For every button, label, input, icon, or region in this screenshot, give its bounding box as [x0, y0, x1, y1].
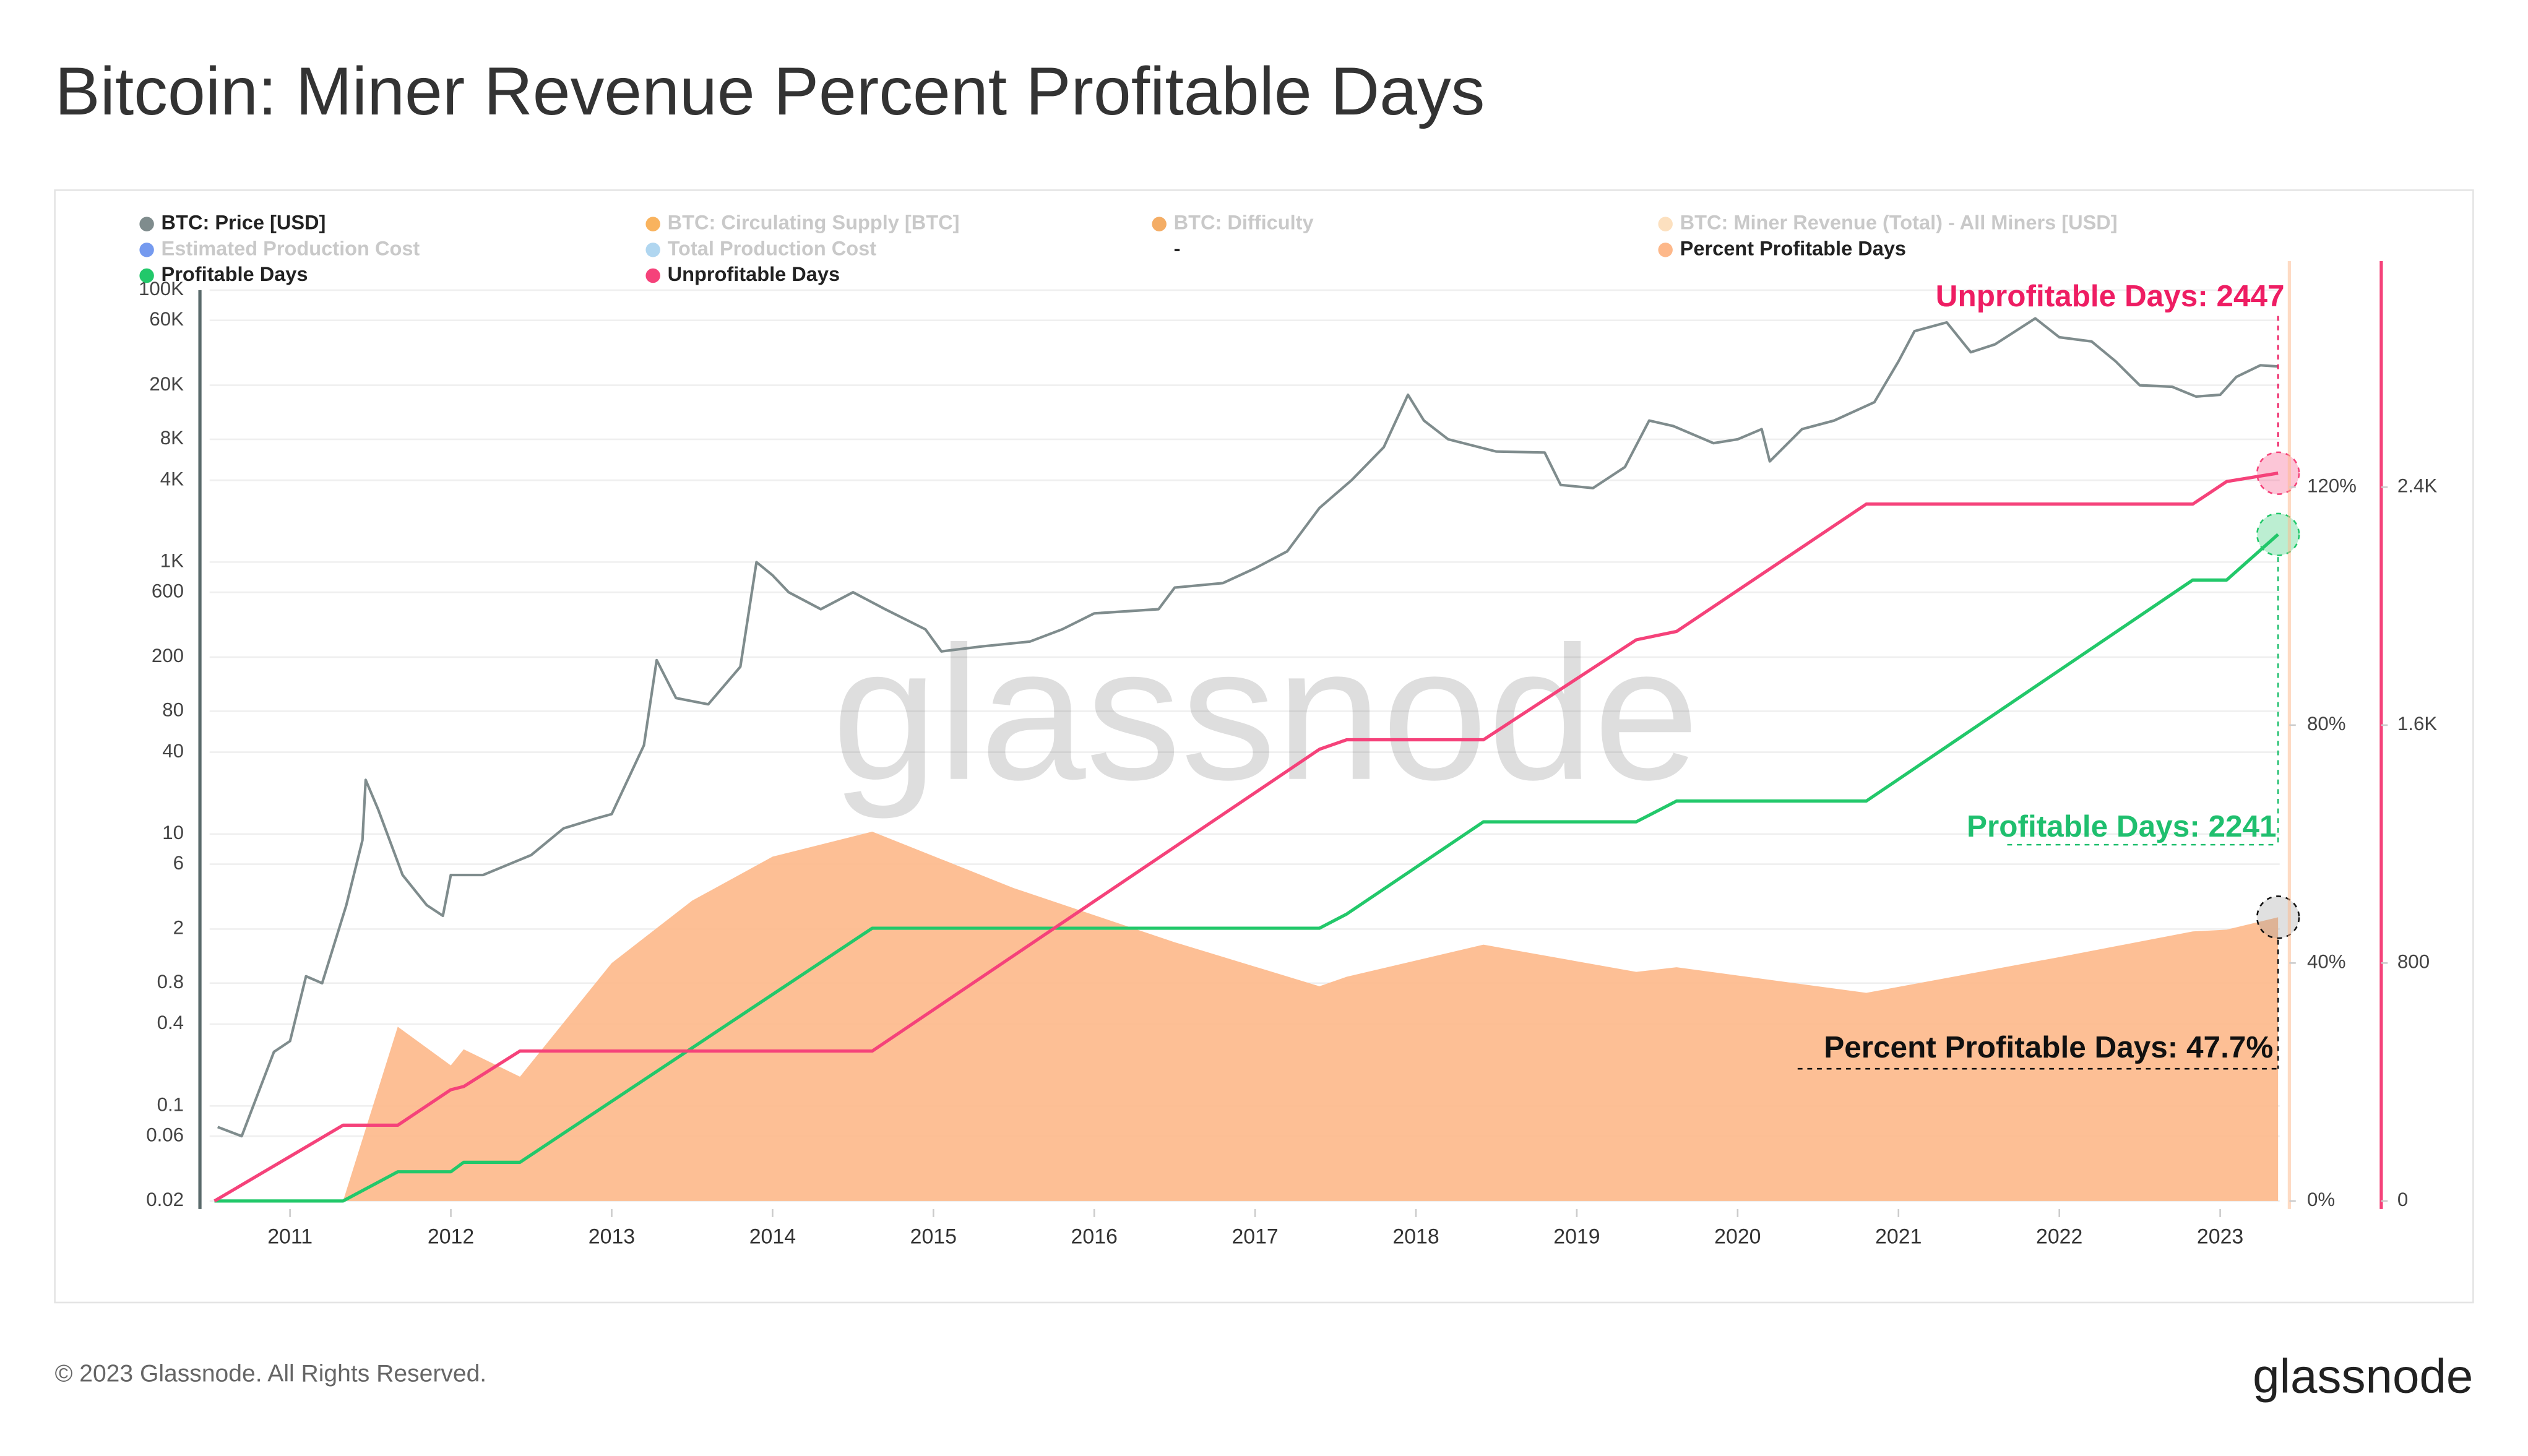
y3-tick-label: 1.6K — [2397, 713, 2437, 734]
y-tick-label: 2 — [173, 917, 184, 939]
y-tick-label: 200 — [152, 645, 184, 666]
x-tick-label: 2018 — [1392, 1225, 1439, 1249]
y-tick-label: 40 — [162, 740, 184, 762]
x-tick-label: 2020 — [1714, 1225, 1761, 1249]
annotation: Unprofitable Days: 2447 — [1936, 279, 2285, 313]
x-tick-label: 2012 — [428, 1225, 474, 1249]
x-tick-label: 2023 — [2197, 1225, 2243, 1249]
x-tick-label: 2011 — [267, 1225, 313, 1249]
legend-label: Estimated Production Cost — [162, 237, 420, 259]
y-tick-label: 1K — [160, 550, 184, 572]
legend-marker — [645, 217, 660, 231]
legend-marker — [139, 268, 154, 283]
chart-title: Bitcoin: Miner Revenue Percent Profitabl… — [55, 54, 1485, 129]
x-tick-label: 2019 — [1553, 1225, 1600, 1249]
logo: glassnode — [2253, 1349, 2473, 1403]
annotation: Percent Profitable Days: 47.7% — [1824, 1030, 2273, 1064]
x-tick-label: 2017 — [1232, 1225, 1278, 1249]
annotation: Profitable Days: 2241 — [1967, 809, 2277, 843]
line — [214, 533, 2279, 1203]
area — [343, 832, 2279, 1201]
y-tick-label: 6 — [173, 852, 184, 874]
y-tick-label: 10 — [162, 822, 184, 843]
x-tick-label: 2021 — [1875, 1225, 1922, 1249]
y3-tick-label: 800 — [2397, 951, 2430, 973]
legend-marker — [1658, 243, 1673, 257]
legend-marker — [139, 217, 154, 231]
legend-marker — [1658, 217, 1673, 231]
legend-label: BTC: Miner Revenue (Total) - All Miners … — [1680, 212, 2118, 234]
y3-tick-label: 2.4K — [2397, 475, 2437, 497]
end-marker — [2256, 895, 2300, 939]
y3-tick-label: 0 — [2397, 1189, 2408, 1210]
y-tick-label: 8K — [160, 427, 184, 449]
legend-label: - — [1174, 237, 1181, 259]
legend-marker — [1152, 217, 1167, 231]
y-tick-label: 0.1 — [157, 1094, 184, 1116]
legend-label: Unprofitable Days — [668, 263, 840, 285]
y-tick-label: 4K — [160, 468, 184, 489]
x-tick-label: 2014 — [749, 1225, 796, 1249]
y2-tick-label: 0% — [2307, 1189, 2335, 1210]
legend-label: BTC: Circulating Supply [BTC] — [668, 212, 960, 234]
legend-label: BTC: Price [USD] — [162, 212, 326, 234]
y-tick-label: 0.06 — [146, 1124, 184, 1145]
y-tick-label: 600 — [152, 580, 184, 601]
y-tick-label: 20K — [149, 373, 184, 395]
y2-tick-label: 80% — [2307, 713, 2346, 734]
y-tick-label: 0.02 — [146, 1189, 184, 1210]
y2-tick-label: 40% — [2307, 951, 2346, 973]
legend-marker — [645, 268, 660, 283]
copyright: © 2023 Glassnode. All Rights Reserved. — [55, 1361, 487, 1387]
legend-label: Profitable Days — [162, 263, 308, 285]
x-tick-label: 2022 — [2036, 1225, 2082, 1249]
legend-label: Percent Profitable Days — [1680, 237, 1906, 259]
x-tick-label: 2015 — [910, 1225, 957, 1249]
y-tick-label: 80 — [162, 699, 184, 721]
chart-frame — [54, 189, 2474, 1304]
x-tick-label: 2016 — [1071, 1225, 1118, 1249]
legend-label: BTC: Difficulty — [1174, 212, 1314, 234]
y-tick-label: 0.4 — [157, 1012, 184, 1033]
end-marker — [2256, 512, 2300, 556]
x-tick-label: 2013 — [589, 1225, 635, 1249]
legend-label: Total Production Cost — [668, 237, 877, 259]
line — [217, 317, 2279, 1138]
y-tick-label: 60K — [149, 308, 184, 330]
y-tick-label: 0.8 — [157, 971, 184, 993]
watermark: glassnode — [832, 608, 1699, 821]
legend-marker — [139, 243, 154, 257]
line — [214, 472, 2279, 1203]
legend-marker — [645, 243, 660, 257]
y2-tick-label: 120% — [2307, 475, 2357, 497]
